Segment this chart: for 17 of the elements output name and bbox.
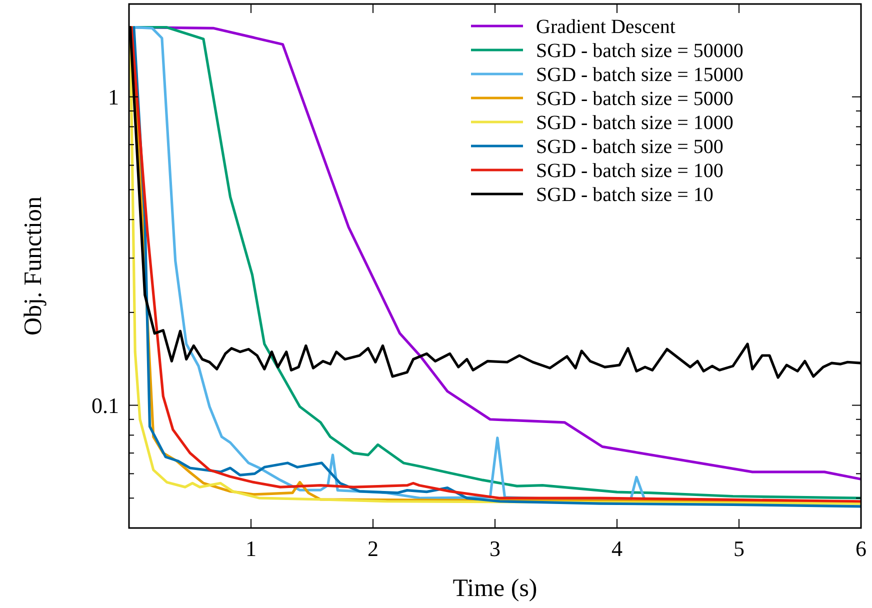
legend-label: SGD - batch size = 10 <box>536 184 714 206</box>
y-axis-title: Obj. Function <box>20 196 47 336</box>
legend-label: SGD - batch size = 50000 <box>536 40 744 62</box>
x-axis-title: Time (s) <box>452 575 538 602</box>
legend-label: SGD - batch size = 100 <box>536 160 724 182</box>
legend-label: SGD - batch size = 1000 <box>536 112 734 134</box>
x-tick-label: 5 <box>734 536 744 561</box>
y-tick-label: 0.1 <box>92 392 119 418</box>
legend-label: Gradient Descent <box>536 16 676 38</box>
legend-label: SGD - batch size = 500 <box>536 136 724 158</box>
x-tick-label: 6 <box>856 536 866 561</box>
x-tick-label: 3 <box>490 536 500 561</box>
x-tick-label: 1 <box>246 536 256 561</box>
x-tick-label: 2 <box>368 536 378 561</box>
x-tick-label: 4 <box>612 536 622 561</box>
legend-label: SGD - batch size = 15000 <box>536 64 744 86</box>
legend-label: SGD - batch size = 5000 <box>536 88 734 110</box>
